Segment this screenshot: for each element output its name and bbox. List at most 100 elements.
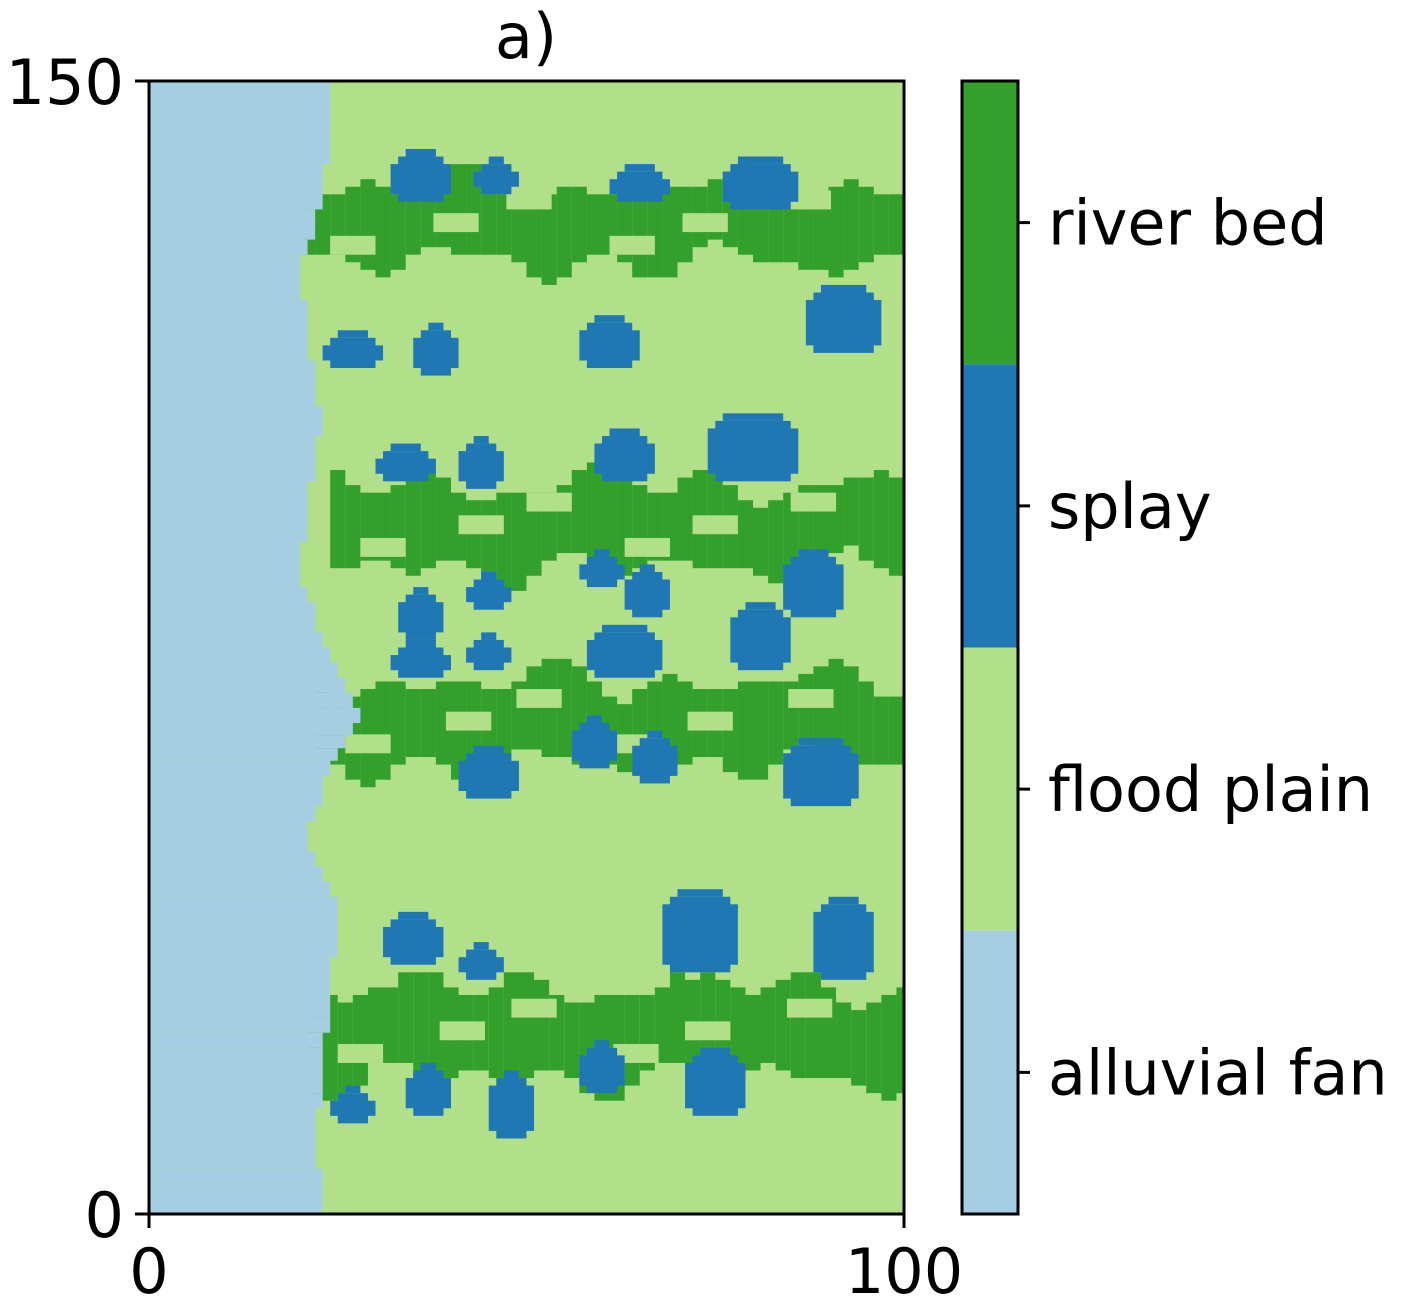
- alluvial-fan-cell: [149, 133, 331, 149]
- splay-patch: [322, 345, 384, 361]
- alluvial-fan-cell: [149, 1123, 316, 1139]
- river-bed-cell: [503, 972, 519, 1079]
- alluvial-fan-cell: [149, 1168, 323, 1184]
- flood-plain-inclusion: [360, 537, 406, 557]
- river-bed-cell: [737, 500, 753, 569]
- river-bed-cell: [843, 179, 859, 270]
- splay-patch: [330, 1100, 376, 1116]
- splay-patch: [481, 632, 497, 640]
- splay-patch: [390, 164, 451, 195]
- splay-patch: [639, 564, 655, 572]
- river-bed-cell: [352, 994, 368, 1086]
- river-bed-cell: [677, 681, 693, 765]
- splay-patch: [707, 428, 799, 474]
- alluvial-fan-cell: [149, 602, 316, 618]
- alluvial-fan-cell: [149, 1108, 316, 1124]
- river-bed-cell: [398, 972, 414, 1063]
- flood-plain-inclusion: [692, 515, 738, 535]
- splay-patch: [828, 896, 859, 905]
- splay-patch: [405, 639, 436, 648]
- river-bed-cell: [602, 469, 618, 569]
- alluvial-fan-cell: [149, 315, 308, 331]
- alluvial-fan-cell: [149, 375, 316, 391]
- flood-plain-inclusion: [624, 537, 670, 557]
- river-bed-cell: [526, 201, 542, 278]
- river-bed-cell: [481, 179, 497, 255]
- alluvial-fan-cell: [149, 93, 331, 107]
- facies-map: [149, 81, 904, 1214]
- colorbar-segment: [962, 647, 1018, 931]
- splay-patch: [413, 337, 459, 369]
- river-bed-cell: [669, 972, 686, 1063]
- alluvial-fan-cell: [149, 481, 308, 497]
- alluvial-fan-cell: [149, 1032, 323, 1048]
- river-bed-cell: [420, 469, 436, 569]
- splay-patch: [805, 300, 882, 346]
- river-bed-cell: [873, 469, 889, 569]
- splay-patch: [383, 926, 444, 958]
- splay-patch: [571, 730, 618, 761]
- alluvial-fan-cell: [149, 851, 316, 867]
- alluvial-fan-cell: [149, 617, 316, 633]
- splay-patch: [579, 1055, 625, 1086]
- alluvial-fan-cell: [149, 647, 331, 663]
- splay-patch: [745, 602, 776, 610]
- flood-plain-inclusion: [682, 213, 728, 233]
- splay-patch: [390, 655, 451, 671]
- alluvial-fan-cell: [149, 81, 331, 94]
- river-bed-cell: [511, 492, 527, 591]
- river-bed-cell: [571, 186, 587, 263]
- alluvial-fan-cell: [149, 632, 323, 648]
- alluvial-fan-cell: [149, 1047, 323, 1063]
- splay-patch: [413, 587, 429, 595]
- river-bed-cell: [753, 681, 769, 780]
- river-bed-cell: [624, 994, 640, 1086]
- flood-plain-inclusion: [609, 235, 655, 255]
- splay-patch: [624, 164, 655, 172]
- alluvial-fan-cell: [149, 942, 338, 958]
- flood-plain-inclusion: [445, 711, 492, 731]
- splay-patch: [783, 753, 859, 799]
- splay-patch: [375, 458, 436, 474]
- flood-plain-inclusion: [788, 689, 834, 708]
- river-bed-cell: [866, 1002, 882, 1094]
- splay-patch: [405, 1078, 451, 1109]
- alluvial-fan-cell: [149, 330, 308, 346]
- colorbar-segment: [962, 81, 1018, 365]
- alluvial-fan-cell: [149, 735, 346, 749]
- alluvial-fan-cell: [149, 1002, 331, 1018]
- alluvial-fan-cell: [149, 987, 331, 1003]
- alluvial-fan-cell: [149, 806, 316, 822]
- splay-patch: [473, 171, 519, 187]
- river-bed-cell: [617, 477, 633, 576]
- splay-patch: [700, 1047, 731, 1056]
- alluvial-fan-cell: [149, 587, 308, 603]
- splay-patch: [466, 647, 512, 663]
- river-bed-cell: [783, 201, 799, 263]
- alluvial-fan-cell: [149, 269, 300, 285]
- flood-plain-inclusion: [506, 190, 552, 210]
- alluvial-fan-cell: [149, 571, 300, 588]
- splay-patch: [677, 889, 723, 897]
- river-bed-cell: [888, 194, 904, 255]
- river-bed-cell: [518, 972, 535, 1079]
- river-bed-cell: [836, 1002, 852, 1079]
- splay-patch: [398, 602, 444, 633]
- alluvial-fan-cell: [149, 239, 308, 255]
- river-bed-cell: [737, 681, 753, 780]
- alluvial-fan-cell: [149, 556, 300, 572]
- alluvial-fan-cell: [149, 1078, 323, 1094]
- colorbar-frame: [960, 79, 1020, 1216]
- colorbar-segment: [962, 364, 1018, 648]
- river-bed-cell: [481, 500, 497, 584]
- alluvial-fan-cell: [149, 1153, 316, 1169]
- river-bed-cell: [420, 689, 436, 758]
- splay-patch: [503, 1070, 519, 1079]
- river-bed-cell: [888, 477, 904, 576]
- colorbar: alluvial fan flood plain splay river bed: [960, 79, 1388, 1216]
- river-bed-cell: [330, 469, 346, 569]
- alluvial-fan-cell: [149, 405, 323, 421]
- colorbar-segment: [962, 930, 1018, 1214]
- flood-plain-inclusion: [439, 1021, 485, 1041]
- colorbar-label: alluvial fan: [1048, 1036, 1388, 1109]
